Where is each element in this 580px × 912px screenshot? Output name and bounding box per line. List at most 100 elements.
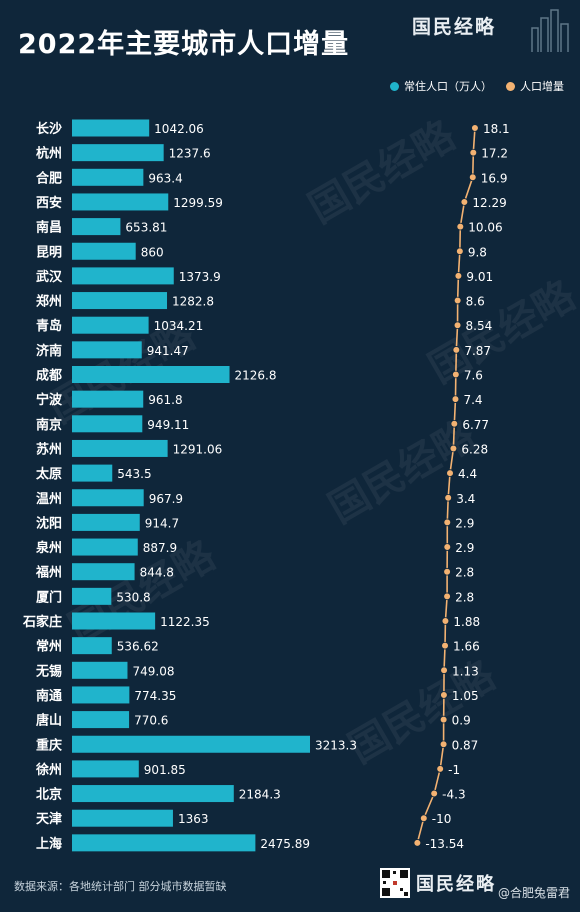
increase-point xyxy=(419,814,428,822)
increase-value-label: 7.6 xyxy=(464,369,483,383)
increase-value-label: 9.8 xyxy=(468,245,487,259)
population-value-label: 887.9 xyxy=(143,541,177,555)
city-label: 太原 xyxy=(35,466,62,482)
increase-point xyxy=(441,641,449,650)
legend-label-increase: 人口增量 xyxy=(520,80,564,93)
city-label: 天津 xyxy=(36,811,62,827)
population-value-label: 2126.8 xyxy=(235,369,277,383)
city-label: 济南 xyxy=(36,343,62,359)
increase-point xyxy=(471,124,479,132)
increase-point xyxy=(413,839,422,847)
population-value-label: 536.62 xyxy=(117,640,159,654)
legend-item-population: 常住人口（万人） xyxy=(390,78,492,94)
population-value-label: 844.8 xyxy=(140,566,174,580)
population-bar xyxy=(72,119,150,137)
increase-value-label: 8.54 xyxy=(466,319,493,333)
increase-point xyxy=(443,592,451,601)
population-value-label: 1282.8 xyxy=(172,295,214,309)
footer-brand: 国民经略 xyxy=(416,874,496,895)
increase-value-label: 6.28 xyxy=(461,442,488,456)
city-label: 西安 xyxy=(36,195,62,211)
population-value-label: 860 xyxy=(141,245,164,259)
legend-label-population: 常住人口（万人） xyxy=(404,80,492,93)
city-label: 南通 xyxy=(36,688,62,704)
increase-point xyxy=(440,666,448,675)
city-label: 武汉 xyxy=(36,269,63,285)
population-value-label: 949.11 xyxy=(147,418,189,432)
population-bar xyxy=(72,686,130,704)
increase-value-label: 1.66 xyxy=(453,640,480,654)
increase-value-label: 9.01 xyxy=(466,270,493,284)
increase-point xyxy=(443,518,452,527)
population-bar xyxy=(72,661,128,679)
city-label: 温州 xyxy=(36,492,62,507)
increase-point xyxy=(444,493,452,502)
increase-point xyxy=(440,691,448,699)
population-bar xyxy=(72,144,164,162)
increase-point xyxy=(469,148,478,157)
city-label: 沈阳 xyxy=(36,515,62,531)
increase-point xyxy=(454,272,463,280)
population-bar xyxy=(72,242,136,260)
increase-point xyxy=(452,346,461,354)
increase-point xyxy=(430,789,438,798)
city-label: 苏州 xyxy=(36,441,62,457)
increase-point xyxy=(456,247,464,256)
population-value-label: 749.08 xyxy=(132,664,174,678)
increase-point xyxy=(451,395,460,403)
population-bar xyxy=(72,538,138,556)
population-bar xyxy=(72,316,149,334)
city-label: 青岛 xyxy=(36,318,62,334)
increase-value-label: 7.87 xyxy=(464,344,491,358)
population-bar xyxy=(72,193,169,211)
population-bar xyxy=(72,637,112,655)
increase-value-label: 1.88 xyxy=(453,615,480,629)
increase-value-label: 7.4 xyxy=(463,393,482,407)
increase-value-label: 10.06 xyxy=(468,221,502,235)
increase-value-label: 4.4 xyxy=(458,467,477,481)
population-bar xyxy=(72,464,113,482)
population-value-label: 1363 xyxy=(178,812,209,826)
legend: 常住人口（万人） 人口增量 xyxy=(390,78,564,94)
population-value-label: 967.9 xyxy=(149,492,183,506)
brand-logo-top: 国民经略 xyxy=(412,8,570,52)
increase-point xyxy=(453,296,462,305)
increase-value-label: 3.4 xyxy=(456,492,475,506)
population-bar xyxy=(72,292,168,310)
increase-point xyxy=(443,567,451,576)
increase-point xyxy=(460,198,469,206)
city-label: 泉州 xyxy=(36,540,62,556)
increase-point xyxy=(441,617,450,625)
city-label: 福州 xyxy=(35,565,62,581)
increase-point xyxy=(436,765,444,773)
population-bar xyxy=(72,168,144,186)
increase-value-label: 1.05 xyxy=(452,689,479,703)
population-value-label: 2184.3 xyxy=(239,788,281,802)
population-value-label: 530.8 xyxy=(116,590,150,604)
population-bar xyxy=(72,390,144,408)
population-value-label: 1299.59 xyxy=(173,196,223,210)
city-label: 北京 xyxy=(36,787,62,803)
increase-value-label: -10 xyxy=(432,812,452,826)
population-bar xyxy=(72,785,234,803)
city-label: 郑州 xyxy=(36,294,62,310)
population-value-label: 1291.06 xyxy=(173,442,223,456)
population-value-label: 3213.3 xyxy=(315,738,357,752)
population-value-label: 901.85 xyxy=(144,763,186,777)
footer-handle: @合肥兔雷君 xyxy=(497,886,570,900)
population-bar xyxy=(72,587,112,605)
population-value-label: 914.7 xyxy=(145,516,179,530)
city-label: 长沙 xyxy=(36,121,62,137)
population-value-label: 1122.35 xyxy=(160,615,210,629)
population-value-label: 1034.21 xyxy=(154,319,204,333)
population-value-label: 770.6 xyxy=(134,714,168,728)
population-value-label: 963.4 xyxy=(148,171,182,185)
increase-point xyxy=(468,173,477,182)
increase-value-label: 0.87 xyxy=(452,738,479,752)
qr-code-icon xyxy=(380,868,410,898)
brand-name: 国民经略 xyxy=(412,16,497,38)
city-label: 常州 xyxy=(36,639,62,655)
population-value-label: 543.5 xyxy=(117,467,151,481)
